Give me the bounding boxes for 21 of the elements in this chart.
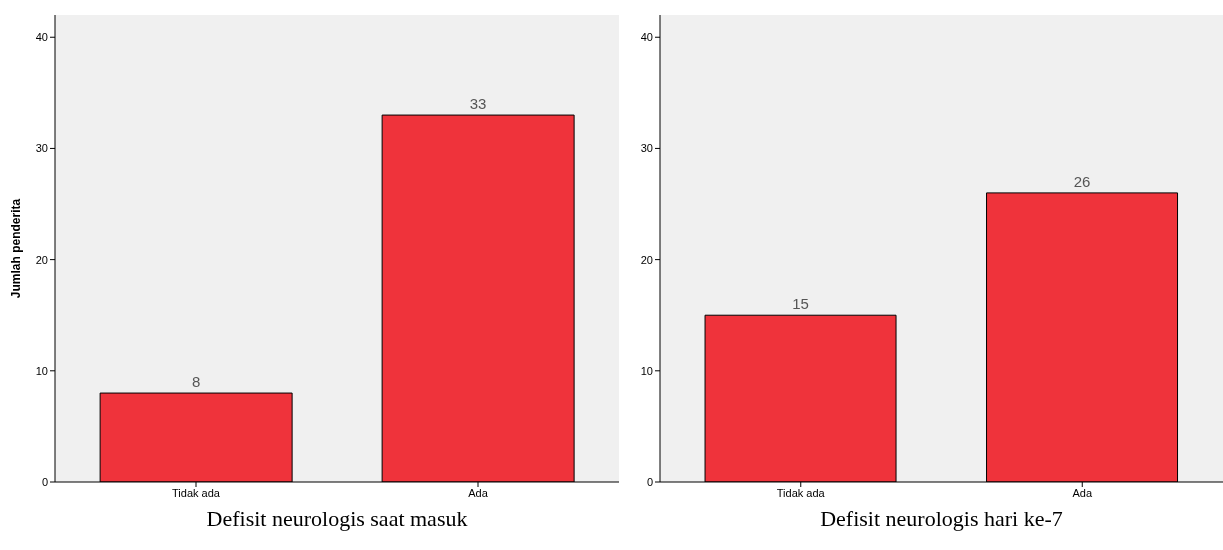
x-tick-label: Tidak ada bbox=[172, 486, 221, 499]
x-tick-label: Ada bbox=[468, 486, 489, 499]
y-tick-label: 40 bbox=[35, 31, 48, 44]
x-axis-title: Defisit neurologis hari ke-7 bbox=[819, 506, 1064, 532]
y-tick-label: 10 bbox=[35, 364, 48, 377]
x-tick-label: Ada bbox=[1072, 486, 1093, 499]
x-tick-label: Tidak ada bbox=[776, 486, 826, 499]
data-label: 26 bbox=[1073, 172, 1091, 190]
data-label: 15 bbox=[792, 295, 809, 313]
x-axis-title: Defisit neurologis saat masuk bbox=[205, 506, 469, 532]
y-tick-label: 20 bbox=[640, 253, 653, 266]
data-label: 8 bbox=[191, 373, 201, 391]
y-tick-label: 0 bbox=[41, 475, 48, 488]
y-tick-label: 30 bbox=[35, 142, 48, 155]
y-tick-label: 10 bbox=[640, 364, 653, 377]
y-tick-label: 0 bbox=[646, 475, 653, 488]
y-tick-label: 30 bbox=[640, 142, 653, 155]
y-tick-label: 40 bbox=[640, 31, 653, 44]
data-label: 33 bbox=[469, 95, 487, 113]
y-tick-label: 20 bbox=[35, 253, 48, 266]
y-axis-title: Jumlah penderita bbox=[9, 198, 24, 299]
